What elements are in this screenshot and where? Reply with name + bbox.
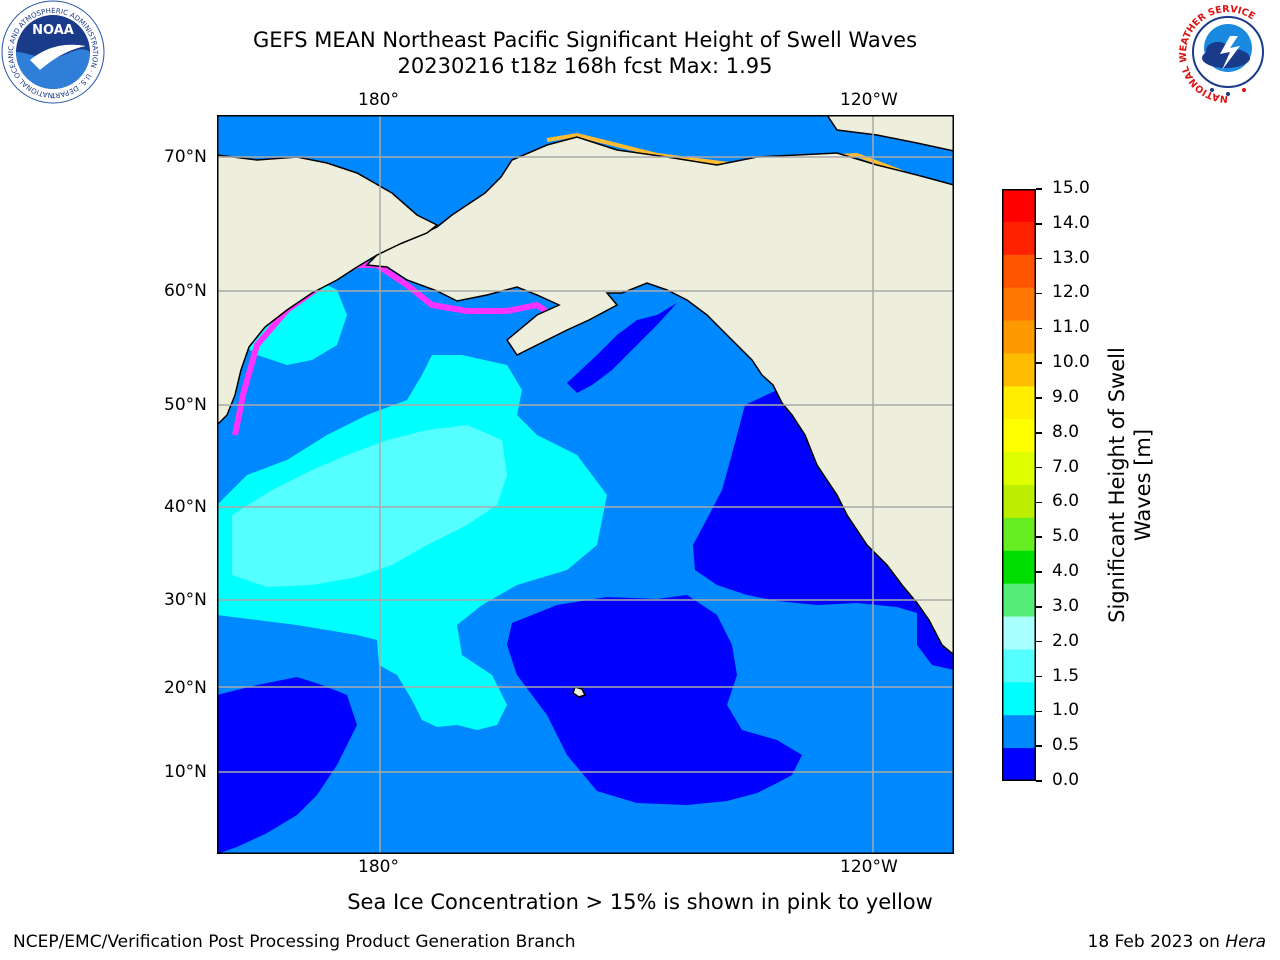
- footer-host: Hera: [1225, 932, 1266, 952]
- colorbar-tick-mark: [1036, 745, 1042, 747]
- lat-label-40n: 40°N: [164, 497, 207, 517]
- map-frame: [217, 115, 954, 854]
- colorbar-tick-label: 4.0: [1052, 561, 1080, 582]
- land-canada-northeast: [826, 115, 954, 152]
- colorbar-tick-mark: [1036, 571, 1042, 573]
- colorbar: [1002, 189, 1036, 781]
- colorbar-tick-label: 11.0: [1052, 317, 1090, 338]
- colorbar-tick-mark: [1036, 327, 1042, 330]
- lon-label-bottom-120w: 120°W: [840, 857, 898, 877]
- footer-date-text: 18 Feb 2023 on: [1087, 932, 1226, 952]
- colorbar-block: [1002, 715, 1036, 749]
- swell-zone-light: [232, 425, 507, 587]
- colorbar-block: [1002, 353, 1036, 387]
- colorbar-tick-label: 2.0: [1052, 630, 1080, 651]
- colorbar-tick-mark: [1036, 188, 1042, 190]
- colorbar-block: [1002, 221, 1036, 256]
- colorbar-block: [1002, 485, 1036, 519]
- colorbar-tick-label: 13.0: [1052, 247, 1090, 268]
- lon-label-bottom-180: 180°: [358, 857, 399, 877]
- land-hawaii: [572, 686, 587, 698]
- colorbar-tick-label: 6.0: [1052, 491, 1080, 512]
- nws-logo: NATIONAL WEATHER SERVICE: [1178, 2, 1278, 104]
- colorbar-block: [1002, 517, 1036, 552]
- lat-label-10n: 10°N: [164, 762, 207, 782]
- sea-ice-note: Sea Ice Concentration > 15% is shown in …: [347, 890, 933, 914]
- colorbar-block: [1002, 649, 1036, 683]
- noaa-logo-text: NOAA: [32, 23, 74, 38]
- colorbar-tick-mark: [1036, 362, 1042, 364]
- colorbar-block: [1002, 320, 1036, 354]
- colorbar-tick-mark: [1036, 292, 1042, 295]
- colorbar-tick-label: 3.0: [1052, 595, 1080, 616]
- colorbar-block: [1002, 452, 1036, 486]
- colorbar-tick-mark: [1036, 536, 1042, 538]
- lat-label-70n: 70°N: [164, 147, 207, 167]
- colorbar-tick-label: 1.5: [1052, 665, 1080, 686]
- colorbar-tick-mark: [1036, 640, 1042, 643]
- colorbar-tick-mark: [1036, 466, 1042, 469]
- colorbar-tick-mark: [1036, 501, 1042, 504]
- colorbar-tick-mark: [1036, 432, 1042, 434]
- graticule: [217, 115, 954, 854]
- colorbar-tick-mark: [1036, 780, 1042, 782]
- colorbar-tick-mark: [1036, 675, 1042, 678]
- colorbar-tick-mark: [1036, 257, 1042, 260]
- swell-zone-low-gulf: [567, 303, 677, 393]
- colorbar-block: [1002, 748, 1036, 781]
- colorbar-tick-mark: [1036, 397, 1042, 399]
- colorbar-block: [1002, 419, 1036, 453]
- colorbar-tick-label: 8.0: [1052, 421, 1080, 442]
- colorbar-block: [1002, 287, 1036, 322]
- colorbar-title: Significant Height of Swell Waves [m]: [1105, 347, 1155, 623]
- colorbar-block: [1002, 616, 1036, 650]
- lon-label-top-180: 180°: [358, 90, 399, 110]
- map-subtitle: 20230216 t18z 168h fcst Max: 1.95: [397, 54, 773, 78]
- colorbar-tick-mark: [1036, 223, 1042, 225]
- colorbar-block: [1002, 550, 1036, 585]
- colorbar-tick-mark: [1036, 606, 1042, 608]
- colorbar-tick-label: 10.0: [1052, 352, 1090, 373]
- colorbar-tick-label: 0.0: [1052, 770, 1080, 790]
- colorbar-tick-label: 12.0: [1052, 282, 1090, 303]
- colorbar-tick-label: 14.0: [1052, 212, 1090, 233]
- footer-date: 18 Feb 2023 on Hera: [1088, 932, 1266, 952]
- land-alaska-canada: [365, 136, 954, 656]
- colorbar-tick-mark: [1036, 710, 1042, 713]
- colorbar-block: [1002, 682, 1036, 716]
- lon-label-top-120w: 120°W: [840, 90, 898, 110]
- colorbar-block: [1002, 189, 1036, 223]
- colorbar-tick-label: 1.0: [1052, 700, 1080, 721]
- land-siberia: [217, 154, 439, 427]
- colorbar-tick-label: 15.0: [1052, 178, 1090, 198]
- colorbar-tick-label: 9.0: [1052, 386, 1080, 407]
- colorbar-tick-label: 5.0: [1052, 526, 1080, 547]
- lat-label-50n: 50°N: [164, 395, 207, 415]
- swell-zone-low-southwest: [217, 677, 357, 854]
- colorbar-block: [1002, 386, 1036, 420]
- swell-height-map: [217, 115, 954, 854]
- noaa-logo: NATIONAL OCEANIC AND ATMOSPHERIC ADMINIS…: [0, 0, 105, 104]
- colorbar-block: [1002, 583, 1036, 618]
- lat-label-30n: 30°N: [164, 590, 207, 610]
- lat-label-60n: 60°N: [164, 281, 207, 301]
- colorbar-tick-label: 0.5: [1052, 735, 1080, 756]
- colorbar-tick-label: 7.0: [1052, 456, 1080, 477]
- swell-zone-low-central: [507, 595, 802, 805]
- lat-label-20n: 20°N: [164, 678, 207, 698]
- map-title: GEFS MEAN Northeast Pacific Significant …: [252, 28, 918, 52]
- footer-branch: NCEP/EMC/Verification Post Processing Pr…: [13, 932, 576, 952]
- colorbar-block: [1002, 254, 1036, 289]
